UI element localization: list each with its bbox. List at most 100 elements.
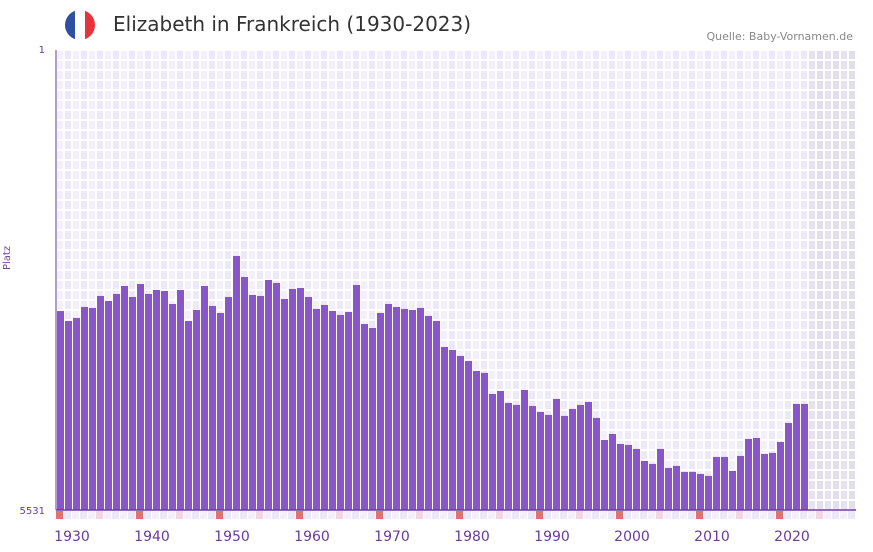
year-marker: [680, 511, 687, 519]
bar-2014: [729, 470, 736, 510]
bar-2008: [681, 471, 688, 510]
year-marker: [296, 511, 303, 519]
year-marker: [384, 511, 391, 519]
year-marker: [792, 511, 799, 519]
year-marker: [408, 511, 415, 519]
bar-1988: [521, 389, 528, 510]
year-marker: [712, 511, 719, 519]
bar-2015: [737, 455, 744, 510]
year-marker: [456, 511, 463, 519]
bar-2006: [665, 467, 672, 510]
bar-1944: [169, 303, 176, 510]
bar-1979: [449, 349, 456, 510]
bar-2001: [625, 444, 632, 510]
bar-1941: [145, 293, 152, 510]
bar-1985: [497, 390, 504, 510]
bar-2003: [641, 460, 648, 510]
bar-2007: [673, 465, 680, 510]
bar-1966: [345, 311, 352, 510]
year-marker: [184, 511, 191, 519]
year-marker: [560, 511, 567, 519]
year-marker: [320, 511, 327, 519]
year-marker: [256, 511, 263, 519]
bar-1948: [201, 285, 208, 510]
year-marker: [496, 511, 503, 519]
year-marker: [400, 511, 407, 519]
bar-1931: [65, 320, 72, 510]
bar-1973: [401, 308, 408, 510]
bar-1951: [225, 296, 232, 510]
bar-1953: [241, 277, 248, 510]
bar-1987: [513, 404, 520, 510]
year-marker: [632, 511, 639, 519]
year-marker: [736, 511, 743, 519]
bar-1935: [97, 295, 104, 510]
year-marker: [480, 511, 487, 519]
year-marker: [704, 511, 711, 519]
bar-2022: [793, 403, 800, 510]
year-marker: [392, 511, 399, 519]
year-marker: [784, 511, 791, 519]
bar-1943: [161, 290, 168, 510]
bar-1945: [177, 289, 184, 510]
bar-1937: [113, 293, 120, 510]
source-credit: Quelle: Baby-Vornamen.de: [706, 30, 853, 43]
year-marker: [264, 511, 271, 519]
year-marker: [800, 511, 807, 519]
bar-1940: [137, 283, 144, 510]
bar-1975: [417, 307, 424, 510]
year-marker: [56, 511, 63, 519]
year-marker: [360, 511, 367, 519]
bar-1972: [393, 306, 400, 510]
year-marker: [832, 511, 839, 519]
bar-1939: [129, 296, 136, 510]
year-marker: [192, 511, 199, 519]
x-tick-label: 1950: [214, 529, 250, 545]
bar-1964: [329, 310, 336, 510]
year-marker: [72, 511, 79, 519]
x-tick-label: 2010: [694, 529, 730, 545]
bar-1984: [489, 393, 496, 510]
year-marker: [448, 511, 455, 519]
year-marker: [656, 511, 663, 519]
year-marker: [232, 511, 239, 519]
bar-2010: [697, 473, 704, 510]
year-marker: [224, 511, 231, 519]
year-marker: [280, 511, 287, 519]
bar-1969: [369, 327, 376, 510]
bar-1942: [153, 289, 160, 510]
year-marker: [760, 511, 767, 519]
bar-2002: [633, 448, 640, 510]
bar-1980: [457, 355, 464, 510]
year-marker: [304, 511, 311, 519]
bar-1993: [561, 415, 568, 510]
year-marker: [728, 511, 735, 519]
year-marker: [488, 511, 495, 519]
bar-2017: [753, 437, 760, 510]
flag-white: [75, 10, 85, 40]
year-marker: [472, 511, 479, 519]
year-marker: [616, 511, 623, 519]
x-tick-label: 1960: [294, 529, 330, 545]
bar-1930: [57, 311, 64, 510]
year-marker: [64, 511, 71, 519]
y-tick-label: 5531: [20, 506, 45, 517]
year-marker: [424, 511, 431, 519]
year-marker: [848, 511, 855, 519]
year-marker: [576, 511, 583, 519]
year-marker: [720, 511, 727, 519]
bar-1992: [553, 398, 560, 510]
bar-1998: [601, 439, 608, 510]
bar-2011: [705, 475, 712, 510]
bar-2013: [721, 456, 728, 510]
year-marker: [520, 511, 527, 519]
bar-1981: [465, 360, 472, 510]
bar-2000: [617, 443, 624, 510]
bar-2018: [761, 453, 768, 510]
bar-1957: [273, 282, 280, 510]
year-marker: [248, 511, 255, 519]
bar-2004: [649, 463, 656, 510]
bar-2016: [745, 438, 752, 510]
year-marker: [208, 511, 215, 519]
